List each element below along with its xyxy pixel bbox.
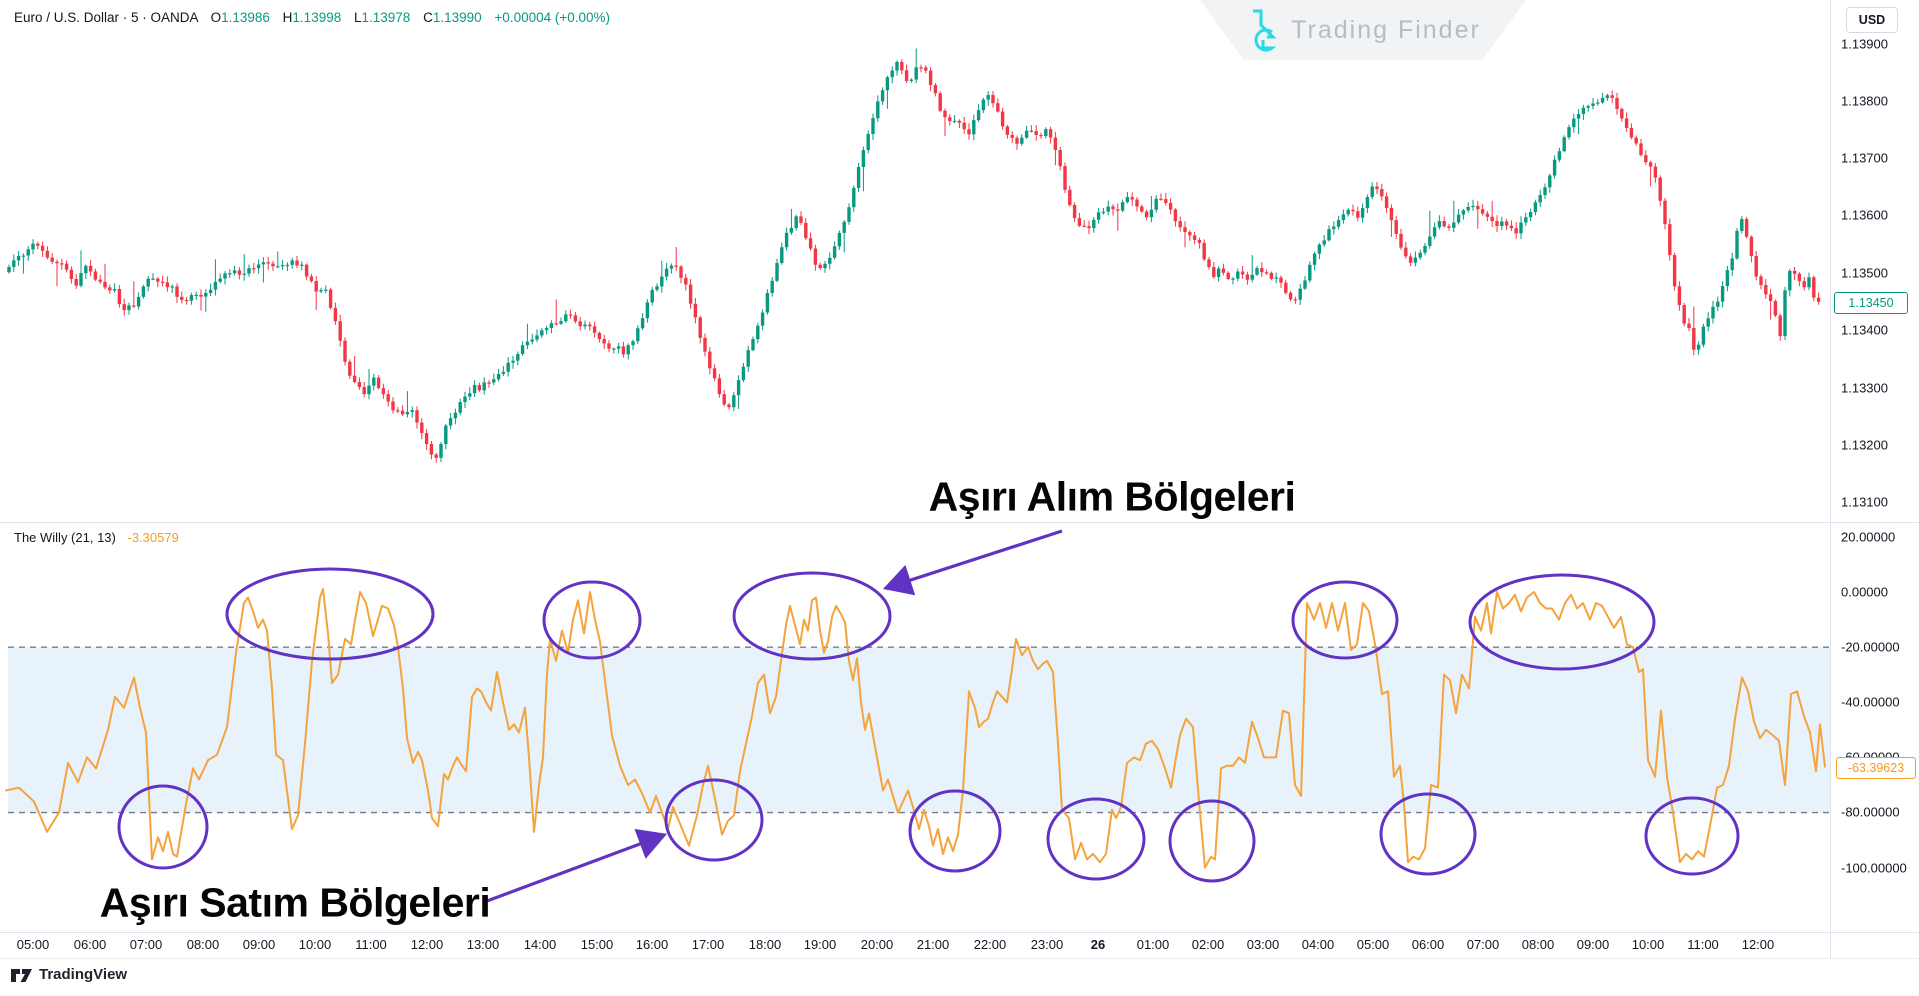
time-axis-label: 01:00 xyxy=(1136,937,1170,952)
zone-ellipse xyxy=(1644,796,1740,876)
close-value: 1.13990 xyxy=(432,10,482,25)
time-axis-label: 09:00 xyxy=(1576,937,1610,952)
time-axis-label: 11:00 xyxy=(1687,937,1719,952)
close-label: C xyxy=(423,10,433,25)
zone-ellipse xyxy=(664,778,764,862)
price-axis-label: 1.13100 xyxy=(1841,494,1888,510)
time-axis-label: 09:00 xyxy=(242,937,276,952)
price-axis-label: 1.13400 xyxy=(1841,322,1888,338)
indicator-axis-label: 20.00000 xyxy=(1841,529,1896,545)
time-axis-label: 18:00 xyxy=(748,937,782,952)
annotation-arrow xyxy=(882,529,1063,596)
willy-indicator-line xyxy=(5,588,1826,869)
time-axis-label: 05:00 xyxy=(16,937,50,952)
pane-separator[interactable] xyxy=(0,522,1919,523)
price-axis-label: 1.13300 xyxy=(1841,380,1888,396)
time-axis-label: 16:00 xyxy=(635,937,669,952)
candlestick-series xyxy=(7,48,1821,463)
time-axis-label: 20:00 xyxy=(860,937,894,952)
time-axis-label: 08:00 xyxy=(1521,937,1555,952)
low-label: L xyxy=(354,10,362,25)
overbought-zones-label: Aşırı Alım Bölgeleri xyxy=(928,473,1296,520)
zone-ellipse xyxy=(1291,580,1399,660)
high-value: 1.13998 xyxy=(292,10,342,25)
oversold-overbought-band xyxy=(8,646,1830,814)
currency-button[interactable]: USD xyxy=(1846,7,1898,33)
zone-ellipse xyxy=(1468,573,1656,671)
time-axis-label: 21:00 xyxy=(916,937,950,952)
change-value: +0.00004 (+0.00%) xyxy=(494,10,611,25)
price-axis-label: 1.13700 xyxy=(1841,150,1888,166)
time-axis-label: 07:00 xyxy=(1466,937,1500,952)
tradingview-logo-icon xyxy=(11,969,32,982)
time-axis-label: 23:00 xyxy=(1030,937,1064,952)
indicator-axis-label: 0.00000 xyxy=(1841,584,1888,600)
trading-finder-logo xyxy=(1253,9,1277,52)
zone-annotations xyxy=(117,529,1740,903)
willy-value-badge: -63.39623 xyxy=(1836,757,1916,779)
symbol-title: Euro / U.S. Dollar · 5 · OANDA xyxy=(14,10,198,25)
time-axis-label: 12:00 xyxy=(1741,937,1775,952)
time-axis-label: 10:00 xyxy=(298,937,332,952)
zone-ellipse xyxy=(117,784,209,870)
zone-ellipse xyxy=(732,571,892,661)
time-axis-label: 05:00 xyxy=(1356,937,1390,952)
annotation-arrow xyxy=(486,828,667,903)
symbol-legend[interactable]: Euro / U.S. Dollar · 5 · OANDA O1.13986 … xyxy=(14,10,610,25)
time-axis-separator xyxy=(0,932,1919,933)
zone-ellipse xyxy=(1046,797,1146,881)
time-axis-label: 06:00 xyxy=(1411,937,1445,952)
indicator-axis-label: -80.00000 xyxy=(1841,804,1900,820)
price-axis-label: 1.13200 xyxy=(1841,437,1888,453)
high-label: H xyxy=(282,10,293,25)
time-axis-label: 17:00 xyxy=(691,937,725,952)
open-label: O xyxy=(210,10,222,25)
time-axis-label: 14:00 xyxy=(523,937,557,952)
zone-ellipse xyxy=(1168,799,1256,883)
price-axis-separator xyxy=(1830,0,1831,958)
time-axis-label: 26 xyxy=(1090,937,1106,952)
time-axis-label: 12:00 xyxy=(410,937,444,952)
zone-ellipse xyxy=(225,567,435,661)
footer-separator xyxy=(0,958,1919,959)
time-axis-label: 06:00 xyxy=(73,937,107,952)
time-axis-label: 07:00 xyxy=(129,937,163,952)
last-price-badge: 1.13450 xyxy=(1834,292,1908,314)
trading-finder-watermark: Trading Finder xyxy=(1200,0,1526,60)
time-axis-label: 03:00 xyxy=(1246,937,1280,952)
time-axis-label: 08:00 xyxy=(186,937,220,952)
indicator-axis-label: -100.00000 xyxy=(1841,860,1907,876)
tradingview-footer[interactable]: TradingView xyxy=(11,966,127,983)
zone-ellipse xyxy=(908,789,1002,873)
indicator-axis-label: -40.00000 xyxy=(1841,694,1900,710)
time-axis-label: 15:00 xyxy=(580,937,614,952)
open-value: 1.13986 xyxy=(221,10,270,25)
indicator-value: -3.30579 xyxy=(127,530,179,545)
price-axis-label: 1.13500 xyxy=(1841,265,1888,281)
time-axis-label: 04:00 xyxy=(1301,937,1335,952)
time-axis-label: 11:00 xyxy=(355,937,387,952)
price-axis-label: 1.13600 xyxy=(1841,207,1888,223)
low-value: 1.13978 xyxy=(361,10,411,25)
tradingview-logo-text: TradingView xyxy=(39,966,128,983)
indicator-legend[interactable]: The Willy (21, 13) -3.30579 xyxy=(14,530,179,545)
price-axis-label: 1.13800 xyxy=(1841,93,1888,109)
indicator-axis-label: -20.00000 xyxy=(1841,639,1900,655)
price-axis-label: 1.13900 xyxy=(1841,36,1888,52)
zone-ellipse xyxy=(1379,792,1477,876)
indicator-name: The Willy (21, 13) xyxy=(14,530,116,545)
time-axis-label: 22:00 xyxy=(973,937,1007,952)
oversold-zones-label: Aşırı Satım Bölgeleri xyxy=(99,879,491,926)
watermark-brand-text: Trading Finder xyxy=(1291,15,1481,44)
zone-ellipse xyxy=(542,580,642,660)
time-axis-label: 19:00 xyxy=(803,937,837,952)
time-axis-label: 13:00 xyxy=(466,937,500,952)
time-axis-label: 10:00 xyxy=(1631,937,1665,952)
time-axis-label: 02:00 xyxy=(1191,937,1225,952)
